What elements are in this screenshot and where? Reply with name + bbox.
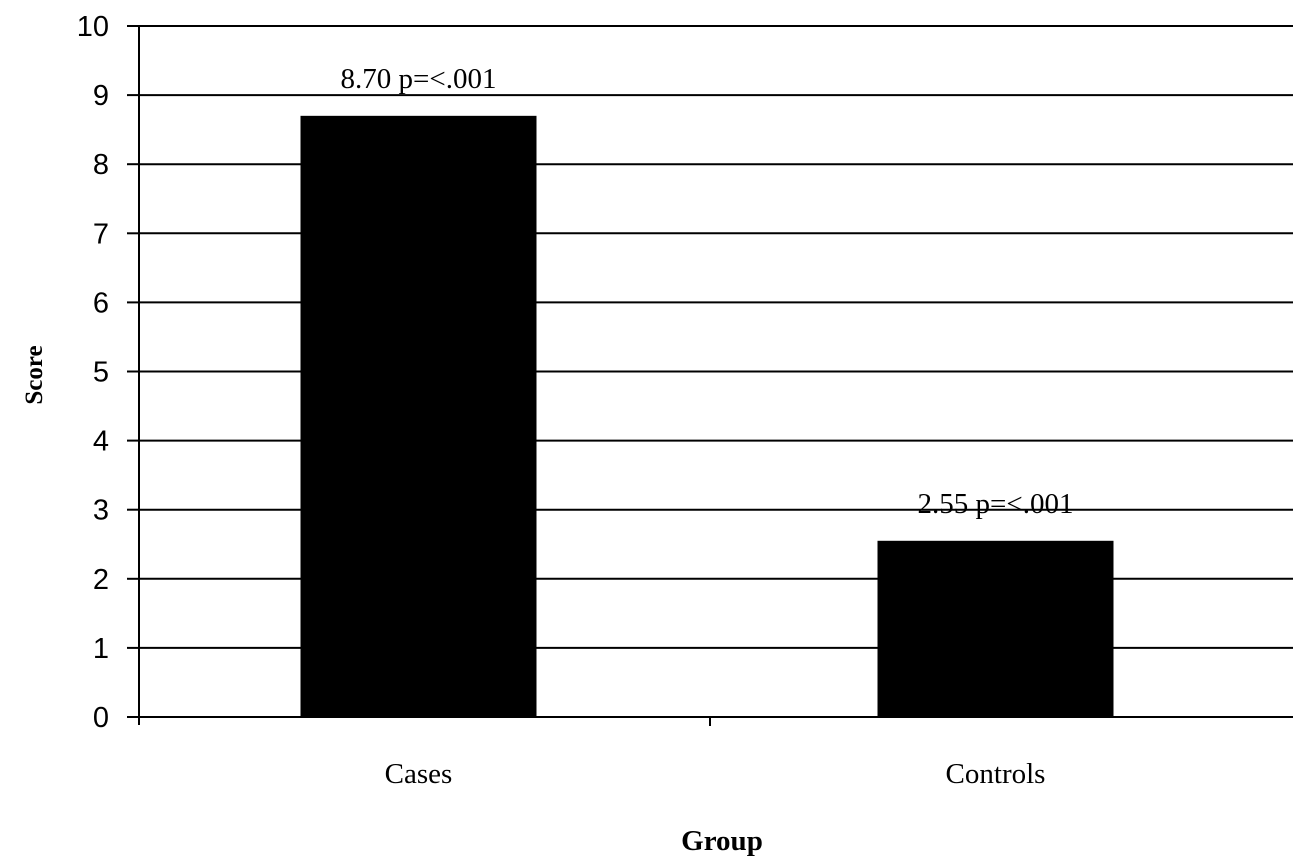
labels: 0 1 2 3 4 5 6 7 8 9 10 8.70 p=<.001 Cases 2.55 p=<.00… [77,11,1074,790]
y-tick-label: 6 [93,287,109,319]
y-tick-label: 4 [93,426,109,458]
y-tick-label: 8 [93,149,109,181]
x-axis-title: Group [681,825,763,857]
x-tick-label-cases: Cases [385,758,453,790]
bars [300,115,1114,717]
data-label-cases: 8.70 p=<.001 [341,63,497,95]
bar-cases [300,115,537,717]
y-tick-label: 7 [93,218,109,250]
y-tick-label: 3 [93,495,109,527]
y-tick-label: 5 [93,357,109,389]
y-axis-title: Score [21,345,48,404]
y-tick-label: 9 [93,80,109,112]
x-tick-label-controls: Controls [946,758,1046,790]
y-tick-label: 1 [93,633,109,665]
y-tick-label: 10 [77,11,109,43]
bar-controls [877,540,1114,717]
data-label-controls: 2.55 p=<.001 [918,488,1074,520]
y-tick-label: 0 [93,702,109,734]
y-tick-label: 2 [93,564,109,596]
axes [127,25,1293,726]
